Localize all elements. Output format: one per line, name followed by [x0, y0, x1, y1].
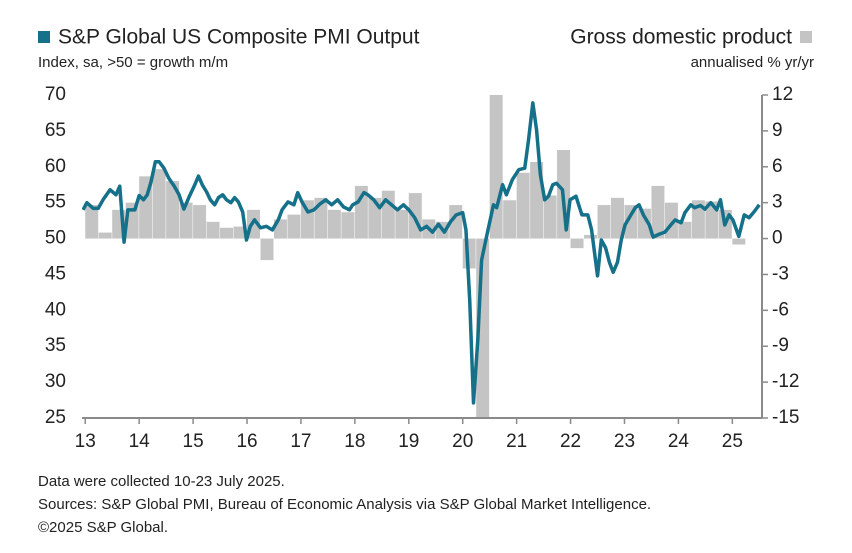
y-tick-label: 40 [45, 299, 66, 320]
bar [691, 200, 705, 239]
y2-tick-label: -12 [772, 371, 799, 392]
bar [98, 232, 112, 239]
y-tick-label: 70 [45, 84, 66, 105]
y2-tick-label: 0 [772, 228, 783, 249]
x-tick-label: 20 [452, 431, 473, 452]
bar [260, 238, 274, 261]
bar [597, 205, 611, 239]
bar [611, 197, 624, 239]
y-tick-label: 60 [45, 156, 66, 177]
bar [516, 172, 530, 239]
y2-tick-label: 6 [772, 156, 783, 177]
legend-label: S&P Global US Composite PMI Output [58, 26, 420, 49]
y2-tick-label: 12 [772, 84, 793, 105]
x-tick-label: 19 [398, 431, 419, 452]
legend-swatch [38, 31, 50, 43]
bar [584, 234, 598, 239]
y2-tick-label: -6 [772, 299, 789, 320]
x-tick-label: 17 [290, 431, 311, 452]
x-tick-label: 18 [344, 431, 365, 452]
bar [678, 221, 692, 239]
y2-tick-label: -15 [772, 407, 799, 428]
x-tick-label: 15 [183, 431, 204, 452]
x-tick-label: 22 [560, 431, 581, 452]
axes: 25 30 35 40 45 50 55 60 65 70 -15 -12 -9 -6 -3 0 3 6 9 12 13… [45, 84, 800, 452]
note: Sources: S&P Global PMI, Bureau of Econo… [38, 496, 651, 513]
bar [637, 208, 651, 239]
legend-label: Gross domestic product [570, 26, 792, 49]
bar [179, 202, 193, 239]
bar [395, 209, 409, 239]
line-layer [82, 101, 761, 405]
y2-axis-label: annualised % yr/yr [691, 54, 814, 71]
bar [543, 195, 557, 239]
bar [287, 214, 301, 239]
bar [327, 209, 341, 239]
bar [624, 205, 638, 239]
bar [206, 221, 220, 239]
bar [732, 238, 746, 245]
x-tick-label: 23 [614, 431, 635, 452]
x-tick-label: 21 [506, 431, 527, 452]
x-tick-label: 13 [75, 431, 96, 452]
bar [193, 205, 207, 239]
x-tick-label: 16 [236, 431, 257, 452]
bar [85, 205, 99, 239]
bar [341, 212, 355, 239]
y2-tick-label: 9 [772, 120, 783, 141]
y-tick-label: 45 [45, 263, 66, 284]
y-axis-label: Index, sa, >50 = growth m/m [38, 54, 228, 71]
bar [651, 185, 665, 239]
legend-swatch [800, 31, 812, 43]
y2-tick-label: -9 [772, 335, 789, 356]
bar [233, 226, 247, 239]
y-tick-label: 50 [45, 228, 66, 249]
y-tick-label: 30 [45, 371, 66, 392]
bar [503, 200, 517, 239]
note: ©2025 S&P Global. [38, 519, 168, 536]
y-tick-label: 25 [45, 407, 66, 428]
y-tick-label: 65 [45, 120, 66, 141]
note: Data were collected 10-23 July 2025. [38, 473, 285, 490]
bar [152, 169, 166, 239]
bar [220, 227, 234, 239]
y2-tick-label: 3 [772, 192, 783, 213]
bar [381, 190, 395, 239]
x-tick-label: 25 [722, 431, 743, 452]
bar [705, 201, 719, 239]
bar [166, 181, 180, 239]
bar-layer [85, 95, 746, 418]
x-tick-label: 14 [129, 431, 151, 452]
x-tick-label: 24 [668, 431, 690, 452]
bar [570, 238, 584, 249]
y-tick-label: 55 [45, 192, 66, 213]
line [82, 101, 761, 405]
y-tick-label: 35 [45, 335, 66, 356]
y2-tick-label: -3 [772, 263, 789, 284]
